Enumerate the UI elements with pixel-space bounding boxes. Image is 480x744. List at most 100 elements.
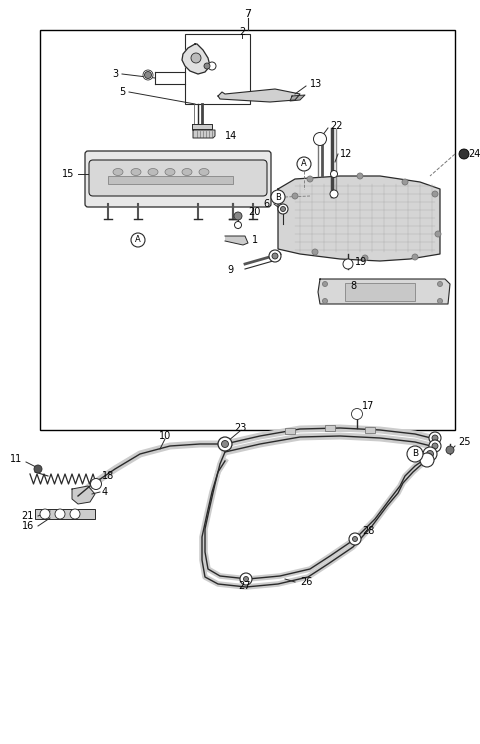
Circle shape: [412, 254, 418, 260]
Circle shape: [312, 249, 318, 255]
Text: 6: 6: [264, 199, 270, 209]
Circle shape: [269, 250, 281, 262]
Circle shape: [315, 134, 325, 144]
Bar: [40, 30, 455, 430]
Bar: [325, 425, 335, 431]
Circle shape: [143, 70, 153, 80]
Bar: [365, 427, 375, 433]
Circle shape: [331, 170, 337, 178]
Text: 13: 13: [310, 79, 322, 89]
Ellipse shape: [148, 168, 158, 176]
Bar: [285, 428, 295, 434]
Circle shape: [432, 435, 438, 441]
Circle shape: [459, 149, 469, 159]
Circle shape: [55, 509, 65, 519]
Circle shape: [92, 480, 100, 488]
Text: 16: 16: [22, 521, 34, 531]
Polygon shape: [72, 486, 95, 504]
Circle shape: [343, 259, 353, 269]
Circle shape: [435, 231, 441, 237]
Circle shape: [297, 157, 311, 171]
Circle shape: [70, 509, 80, 519]
Ellipse shape: [182, 168, 192, 176]
FancyBboxPatch shape: [85, 151, 271, 207]
Circle shape: [131, 233, 145, 247]
Circle shape: [272, 253, 278, 259]
Circle shape: [57, 510, 63, 518]
Text: 19: 19: [355, 257, 367, 267]
Text: 15: 15: [61, 169, 74, 179]
Circle shape: [357, 173, 363, 179]
Polygon shape: [278, 176, 440, 261]
Circle shape: [307, 176, 313, 182]
Polygon shape: [192, 124, 212, 129]
Text: 5: 5: [119, 87, 125, 97]
Text: 4: 4: [102, 487, 108, 497]
Circle shape: [235, 222, 241, 228]
Polygon shape: [318, 279, 450, 304]
Bar: [185, 34, 250, 104]
Text: B: B: [275, 193, 281, 202]
Circle shape: [313, 132, 326, 146]
Circle shape: [362, 255, 368, 261]
Circle shape: [349, 533, 361, 545]
Text: 14: 14: [225, 131, 237, 141]
Text: 11: 11: [10, 454, 22, 464]
Circle shape: [208, 62, 216, 70]
Ellipse shape: [199, 168, 209, 176]
Circle shape: [34, 465, 42, 473]
Bar: [108, 176, 233, 184]
Circle shape: [271, 190, 285, 204]
Circle shape: [423, 447, 437, 461]
Circle shape: [437, 298, 443, 304]
Circle shape: [243, 577, 249, 582]
Text: 18: 18: [102, 471, 114, 481]
Circle shape: [144, 71, 152, 79]
Circle shape: [353, 410, 361, 418]
Circle shape: [446, 446, 454, 454]
Text: 23: 23: [234, 423, 246, 433]
Polygon shape: [182, 44, 210, 74]
Circle shape: [240, 573, 252, 585]
Circle shape: [402, 179, 408, 185]
Circle shape: [204, 63, 210, 69]
Bar: [35, 509, 95, 519]
Text: 7: 7: [244, 9, 252, 19]
Text: 27: 27: [238, 581, 251, 591]
Circle shape: [429, 440, 441, 452]
Circle shape: [351, 408, 362, 420]
Circle shape: [432, 443, 438, 449]
Text: 20: 20: [248, 207, 260, 217]
Circle shape: [427, 451, 433, 458]
Text: 1: 1: [252, 235, 258, 245]
Text: 25: 25: [458, 437, 470, 447]
Circle shape: [221, 440, 228, 447]
Polygon shape: [290, 95, 305, 101]
Circle shape: [420, 453, 434, 467]
Text: 8: 8: [350, 281, 356, 291]
Circle shape: [323, 281, 327, 286]
Circle shape: [407, 446, 423, 462]
Circle shape: [429, 432, 441, 444]
Circle shape: [40, 509, 50, 519]
Text: 26: 26: [300, 577, 312, 587]
Polygon shape: [225, 236, 248, 245]
Circle shape: [292, 193, 298, 199]
Circle shape: [234, 212, 242, 220]
Text: 3: 3: [112, 69, 118, 79]
Text: 28: 28: [362, 526, 374, 536]
Circle shape: [278, 204, 288, 214]
Circle shape: [91, 478, 101, 490]
Ellipse shape: [165, 168, 175, 176]
Circle shape: [330, 190, 338, 198]
Circle shape: [437, 281, 443, 286]
FancyBboxPatch shape: [89, 160, 267, 196]
Text: 21: 21: [22, 511, 34, 521]
Ellipse shape: [131, 168, 141, 176]
Circle shape: [352, 536, 358, 542]
Text: 2: 2: [239, 27, 245, 37]
Circle shape: [345, 260, 351, 268]
Polygon shape: [218, 89, 300, 102]
Text: 17: 17: [362, 401, 374, 411]
Polygon shape: [193, 130, 215, 138]
